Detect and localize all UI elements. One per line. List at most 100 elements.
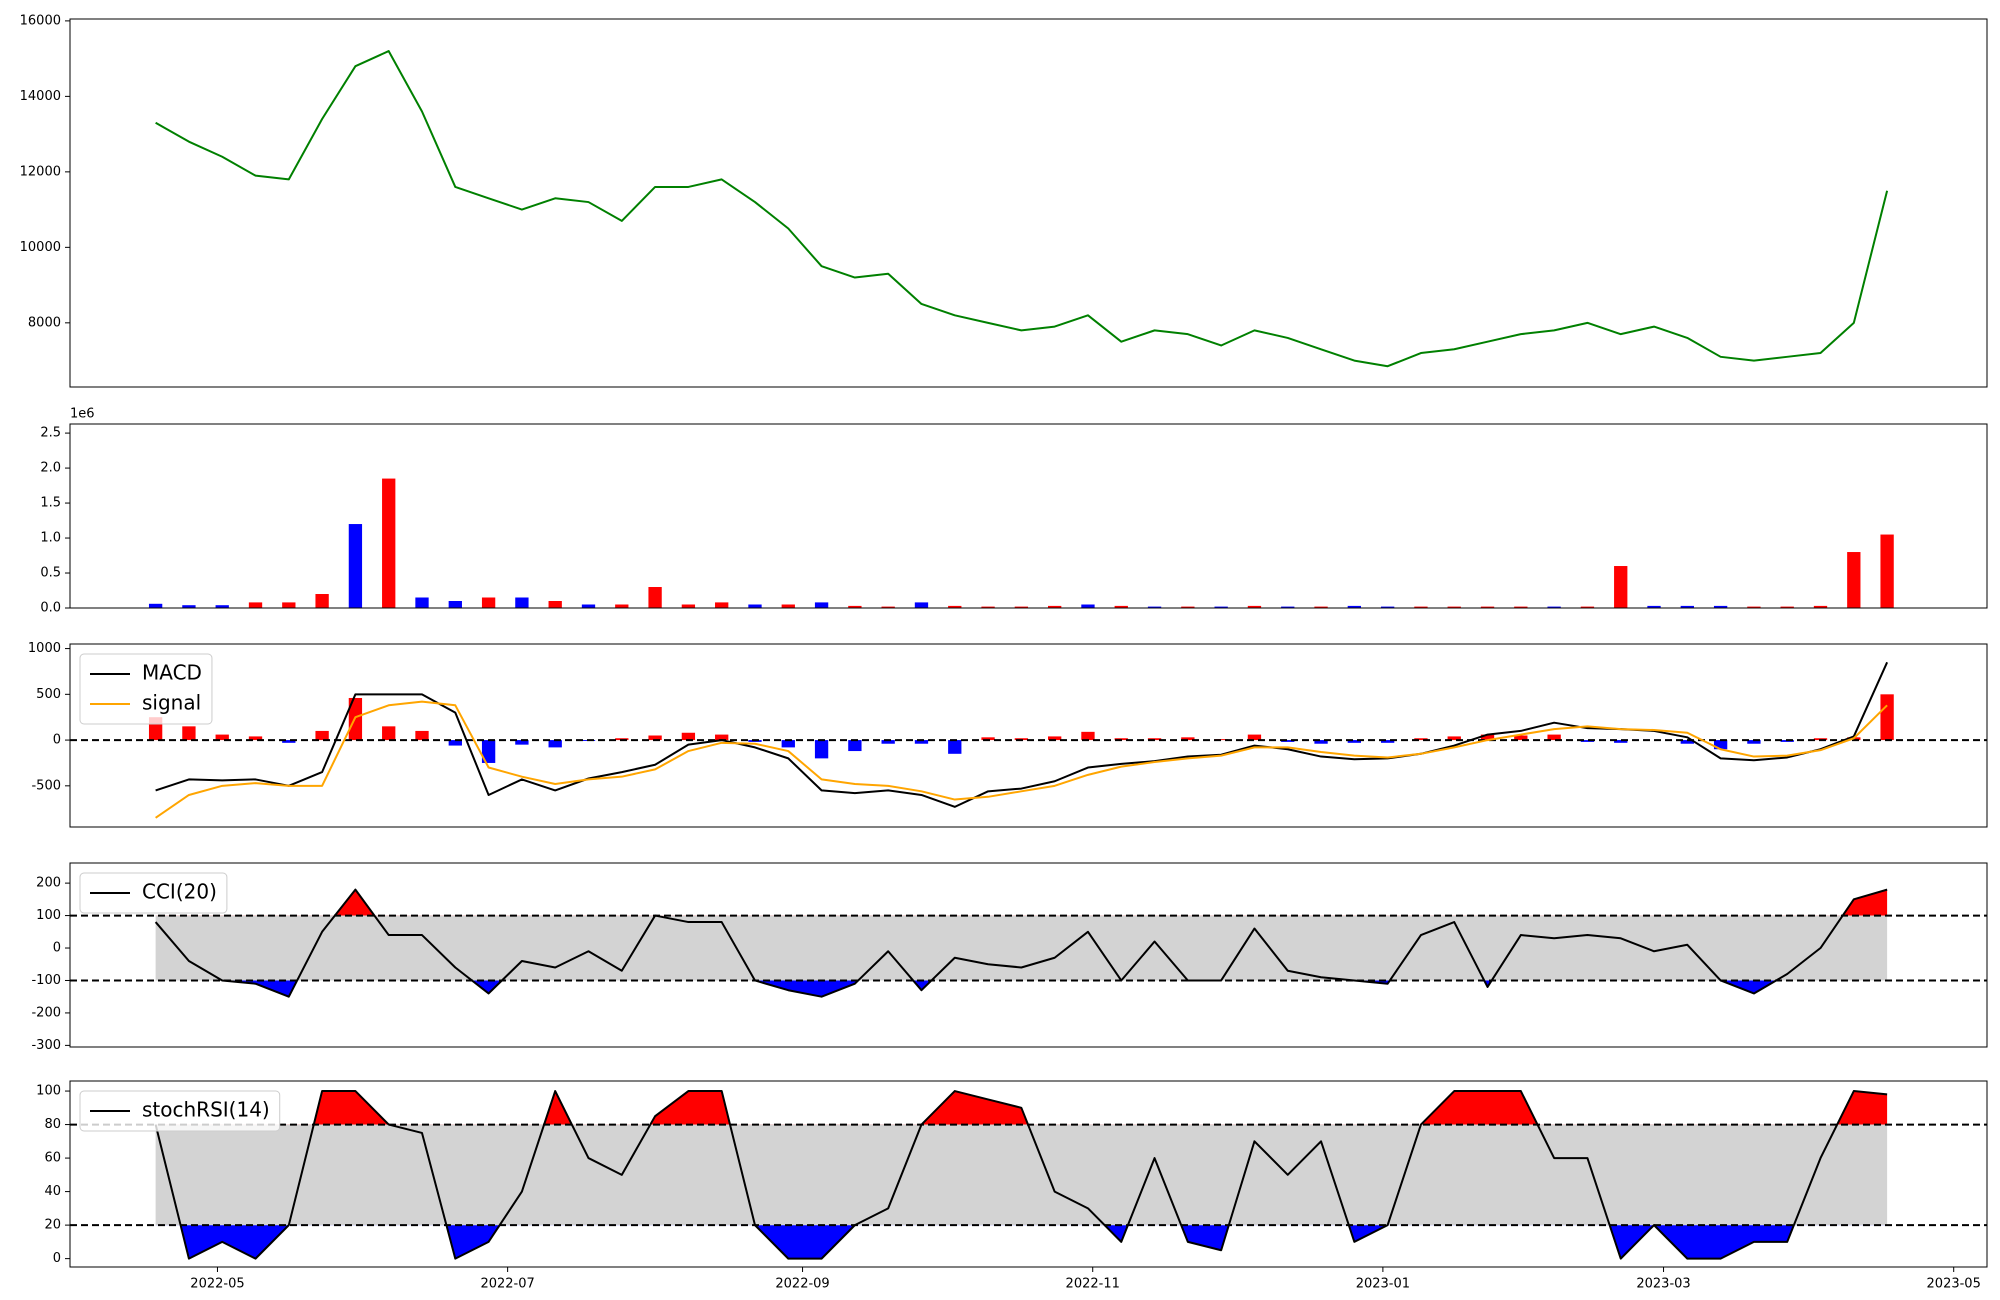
histogram-bar <box>881 740 895 744</box>
volume-bar <box>1048 605 1062 608</box>
volume-bar <box>1147 606 1162 608</box>
volume-bar <box>681 604 696 608</box>
histogram-bar <box>781 740 795 748</box>
x-tick-label: 2022-07 <box>480 1277 534 1292</box>
volume-bar <box>1580 606 1595 608</box>
volume-bar <box>148 603 163 608</box>
histogram-bar <box>1380 740 1395 743</box>
above-fill <box>313 1091 1888 1125</box>
histogram-bar <box>1214 739 1228 741</box>
volume-bar <box>515 597 529 608</box>
offset-text: 1e6 <box>70 407 95 422</box>
volume-bar <box>1647 605 1661 608</box>
histogram-bar <box>1713 740 1728 750</box>
y-tick-label: 0.5 <box>40 566 61 581</box>
y-tick-label: 14000 <box>20 89 61 104</box>
y-tick-label: 10000 <box>20 240 61 255</box>
histogram-bar <box>1580 740 1595 742</box>
histogram-bar <box>914 740 929 744</box>
y-tick-label: 2.0 <box>40 461 61 476</box>
below-fill <box>155 1225 1888 1259</box>
volume-bar <box>748 604 762 608</box>
volume-bar <box>1214 606 1228 608</box>
x-tick-label: 2022-09 <box>775 1277 829 1292</box>
histogram-bar <box>1547 734 1561 741</box>
volume-bar <box>814 602 829 608</box>
volume-bar <box>981 606 995 608</box>
plot-area <box>148 478 1894 608</box>
volume-bar <box>1880 534 1894 608</box>
x-tick-label: 2023-05 <box>1927 1277 1981 1292</box>
volume-bar <box>1314 606 1328 608</box>
histogram-bar <box>948 740 962 754</box>
axes-frame <box>69 862 1988 1048</box>
volume-bar <box>382 478 396 608</box>
y-tick-label: 0 <box>53 1251 61 1266</box>
series-line <box>154 888 1888 998</box>
y-tick-label: 8000 <box>28 315 61 330</box>
volume-bar <box>1514 606 1528 608</box>
histogram-bar <box>182 726 196 741</box>
axes-frame <box>69 1080 1988 1268</box>
y-tick-label: 0.0 <box>40 601 61 616</box>
series-line <box>154 1090 1888 1260</box>
y-tick-label: 500 <box>36 687 61 702</box>
volume-bar <box>1847 552 1861 608</box>
histogram-bar <box>1514 735 1528 741</box>
histogram-bar <box>1048 736 1062 741</box>
y-tick-label: -100 <box>31 973 61 988</box>
histogram-bar <box>1480 734 1495 741</box>
y-tick-label: 40 <box>44 1184 61 1199</box>
volume-bar <box>215 605 229 608</box>
volume-bar <box>715 602 729 608</box>
y-tick-label: 16000 <box>20 13 61 28</box>
x-tick-label: 2023-03 <box>1636 1277 1690 1292</box>
plot-area <box>70 1090 1987 1260</box>
histogram-bar <box>481 740 496 763</box>
volume-bar <box>1747 606 1761 608</box>
histogram-bar <box>382 726 396 741</box>
volume-bar <box>315 594 329 608</box>
legend-box <box>79 1090 281 1132</box>
volume-bar <box>948 605 962 608</box>
volume-bar <box>182 605 196 608</box>
histogram-bar <box>1281 740 1295 742</box>
volume-bar <box>481 597 496 608</box>
histogram-bar <box>1880 694 1894 741</box>
volume-bar <box>1414 606 1428 608</box>
histogram-bar <box>315 730 329 741</box>
volume-bar <box>1480 606 1495 608</box>
histogram-bar <box>1314 740 1328 744</box>
x-tick-label: 2022-05 <box>190 1277 244 1292</box>
legend-box <box>79 653 213 725</box>
y-tick-label: 100 <box>36 908 61 923</box>
volume-bar <box>1347 605 1362 608</box>
y-tick-label: -300 <box>31 1038 61 1053</box>
histogram-bar <box>282 740 296 743</box>
histogram-bar <box>548 740 562 748</box>
axes-frame <box>69 643 1988 828</box>
volume-bar <box>248 602 263 608</box>
y-tick-label: 1.0 <box>40 531 61 546</box>
volume-bar <box>1780 606 1794 608</box>
y-tick-label: 100 <box>36 1084 61 1099</box>
y-tick-label: 12000 <box>20 164 61 179</box>
histogram-bar <box>215 734 229 741</box>
series-line <box>155 661 1889 808</box>
y-tick-label: 2.5 <box>40 426 61 441</box>
axes-frame <box>69 18 1988 388</box>
volume-bar <box>1247 605 1262 608</box>
volume-bar <box>1713 605 1728 608</box>
histogram-bar <box>415 730 429 741</box>
y-tick-label: 1000 <box>28 641 61 656</box>
volume-bar <box>1447 606 1461 608</box>
volume-bar <box>914 602 929 608</box>
volume-bar <box>1281 606 1295 608</box>
volume-bar <box>1813 605 1828 608</box>
volume-bar <box>348 524 363 608</box>
histogram-bar <box>1680 740 1694 744</box>
volume-bar <box>1181 606 1195 608</box>
volume-bar <box>1614 566 1628 608</box>
histogram-bar <box>1181 737 1195 741</box>
histogram-bar <box>1747 740 1761 744</box>
